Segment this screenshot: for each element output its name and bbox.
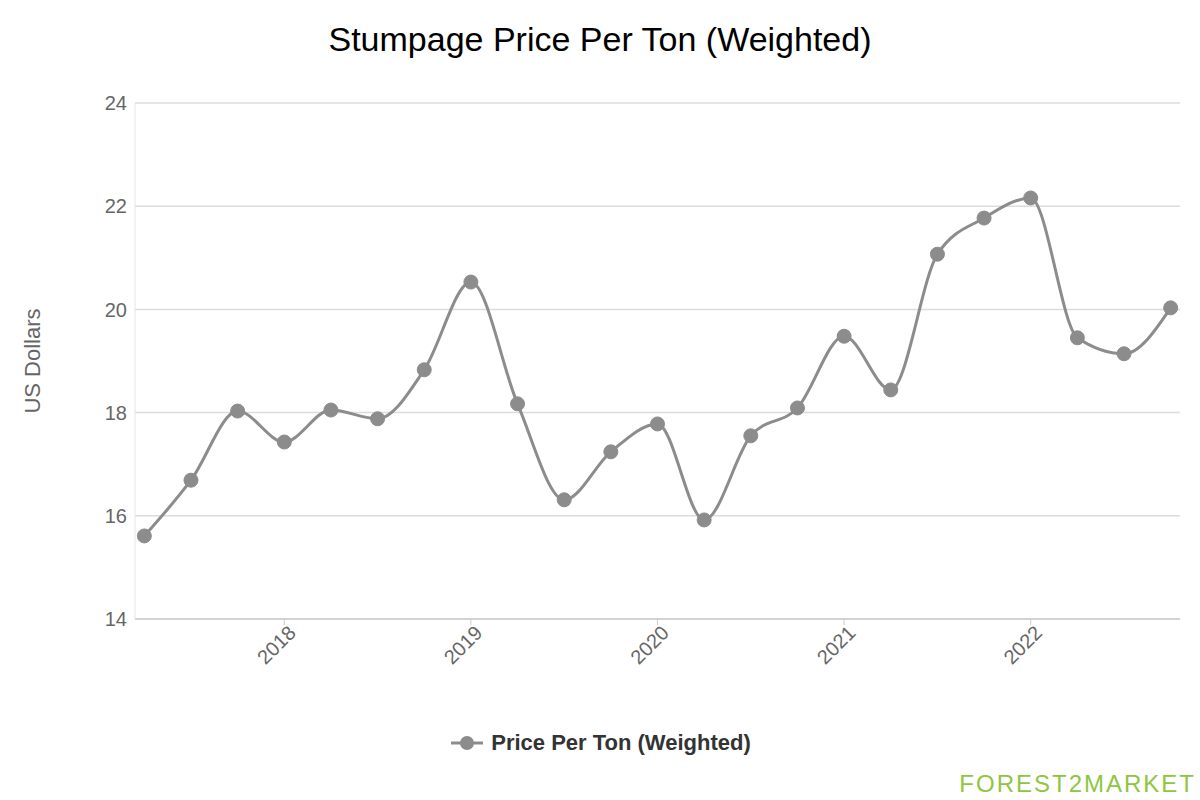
html-text:Price Per Ton (Weighted): Price Per Ton (Weighted) bbox=[491, 730, 751, 755]
svg-text:20: 20 bbox=[105, 299, 127, 321]
svg-text:2018: 2018 bbox=[253, 621, 300, 668]
svg-text:24: 24 bbox=[105, 92, 127, 114]
svg-text:16: 16 bbox=[105, 505, 127, 527]
svg-text:US Dollars: US Dollars bbox=[20, 308, 45, 413]
svg-text:2022: 2022 bbox=[999, 621, 1046, 668]
svg-text:18: 18 bbox=[105, 402, 127, 424]
svg-text:2021: 2021 bbox=[813, 621, 860, 668]
svg-text:2020: 2020 bbox=[626, 621, 673, 668]
svg-text:14: 14 bbox=[105, 608, 127, 630]
html-text:Stumpage Price Per Ton (Weight: Stumpage Price Per Ton (Weighted) bbox=[328, 20, 872, 58]
svg-text:2019: 2019 bbox=[439, 621, 486, 668]
html-text:FOREST2MARKET: FOREST2MARKET bbox=[959, 770, 1196, 797]
svg-text:22: 22 bbox=[105, 195, 127, 217]
